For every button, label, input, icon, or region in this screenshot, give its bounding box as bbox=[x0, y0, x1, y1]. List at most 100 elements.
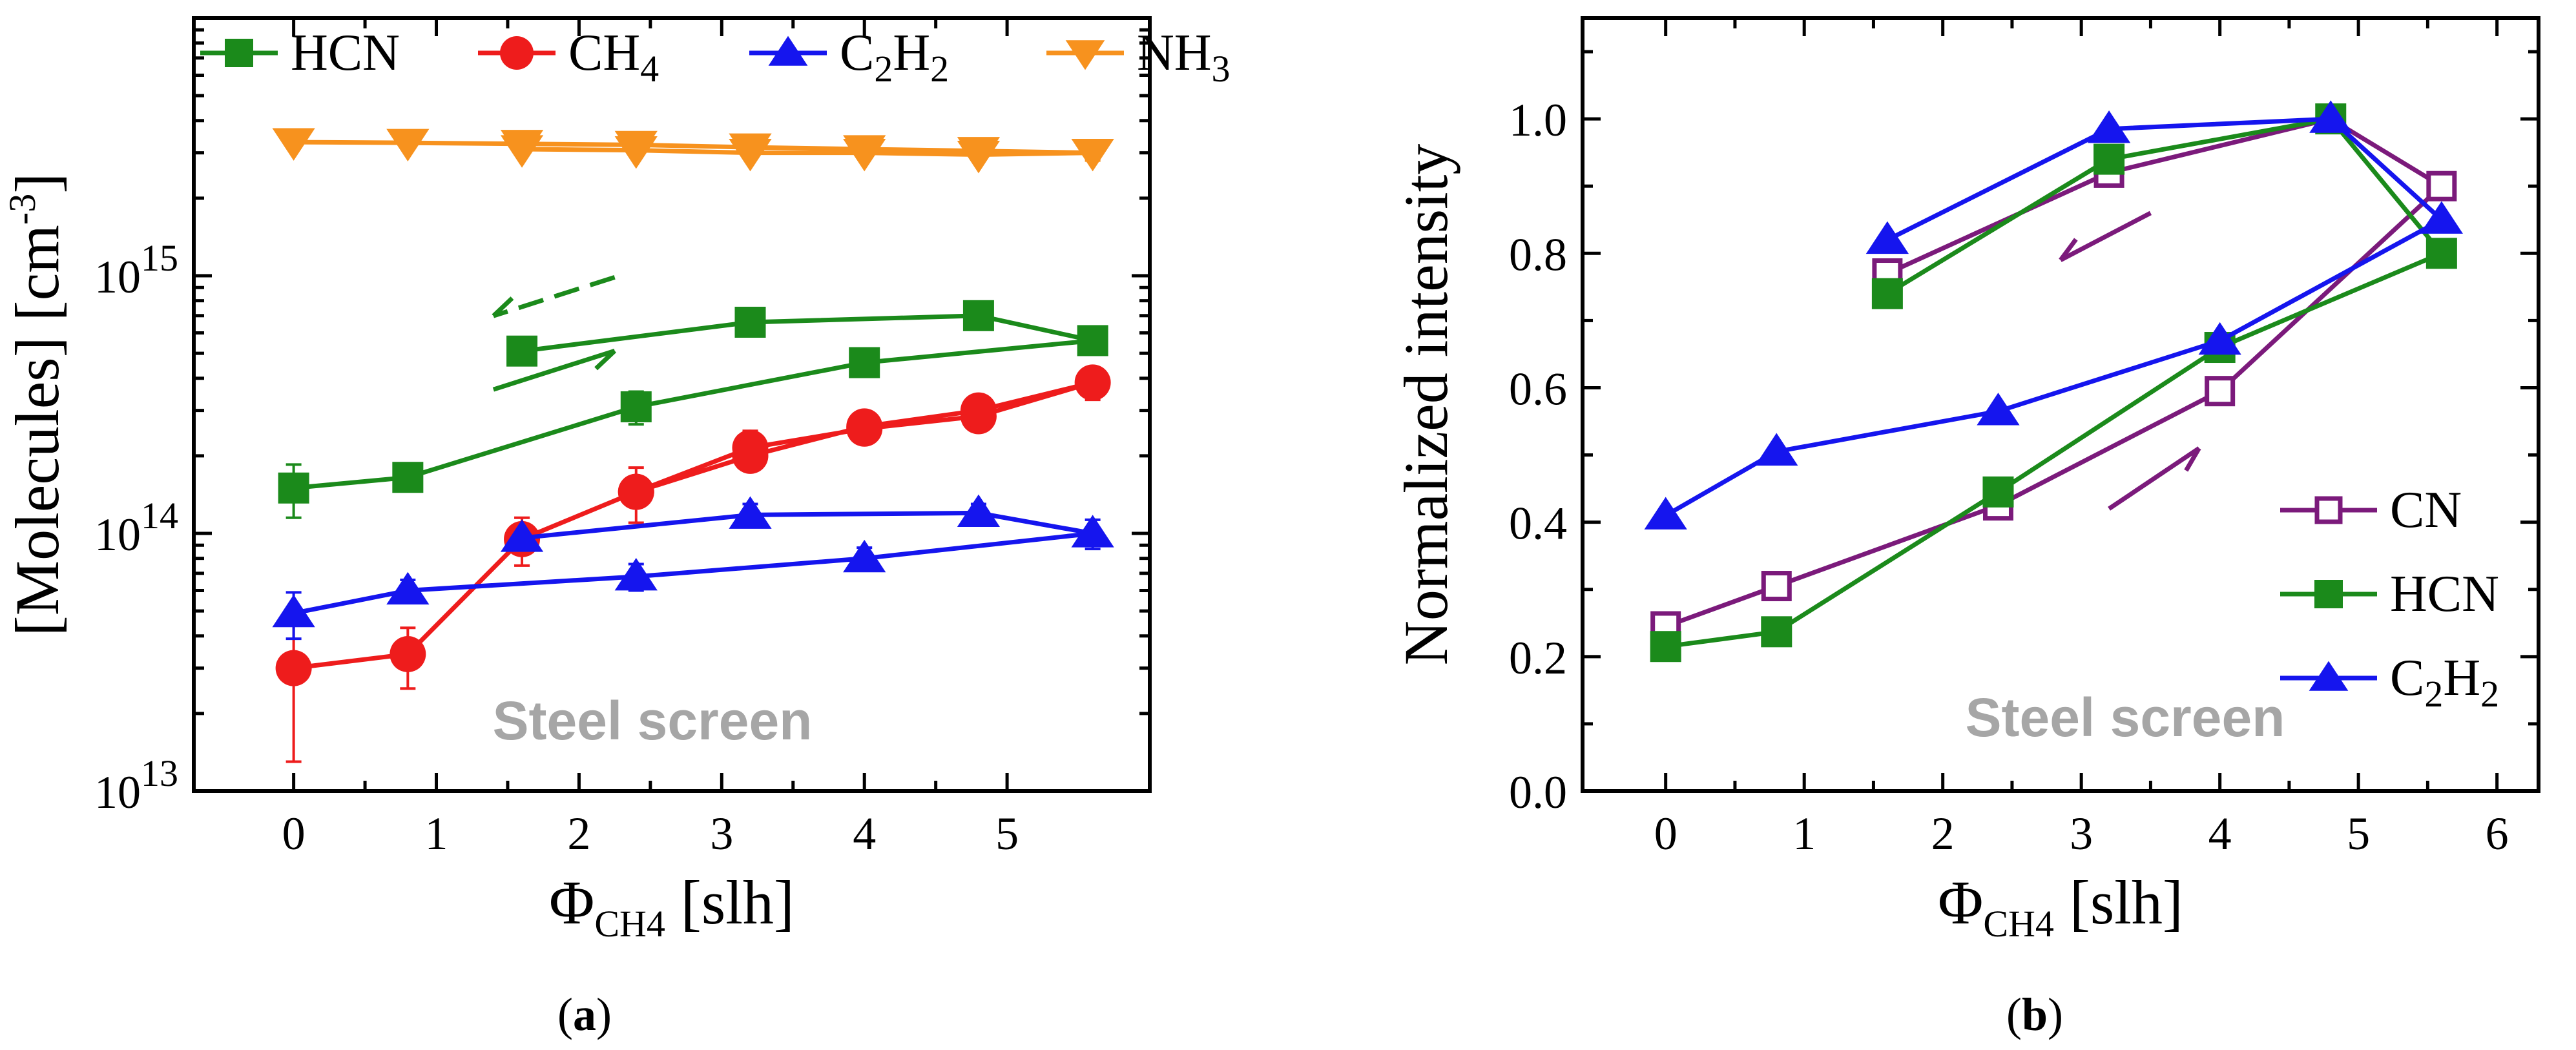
data-point bbox=[729, 496, 772, 529]
panel-caption: (b) bbox=[2006, 989, 2063, 1040]
x-tick-label: 6 bbox=[2486, 808, 2509, 860]
x-tick-label: 5 bbox=[995, 808, 1019, 860]
legend-marker bbox=[225, 39, 253, 67]
y-tick-base: 10 bbox=[94, 251, 141, 303]
data-point bbox=[732, 437, 769, 474]
data-point bbox=[1982, 476, 2014, 508]
data-point bbox=[390, 635, 426, 672]
x-axis-label-unit: [slh] bbox=[665, 868, 795, 937]
data-point bbox=[500, 135, 544, 168]
direction-arrow-head bbox=[2059, 238, 2078, 262]
plot-frame bbox=[192, 16, 1152, 793]
data-point bbox=[1761, 571, 1792, 602]
x-axis-label-main: Φ bbox=[1938, 868, 1983, 937]
legend-label: C2H2 bbox=[840, 25, 949, 90]
legend-subscript: 2 bbox=[874, 48, 893, 90]
y-tick-exponent: 15 bbox=[141, 237, 178, 279]
steel-screen-annotation: Steel screen bbox=[493, 690, 813, 751]
legend-subscript: 2 bbox=[930, 48, 949, 90]
y-tick-label: 1.0 bbox=[1509, 94, 1567, 146]
legend-subscript: 2 bbox=[2424, 673, 2443, 715]
data-point bbox=[386, 571, 430, 605]
y-tick-label: 0.0 bbox=[1509, 767, 1567, 818]
legend-text: C bbox=[840, 25, 874, 81]
legend-text: H bbox=[893, 25, 930, 81]
x-tick-label: 5 bbox=[2347, 808, 2370, 860]
x-axis-label-subscript: CH4 bbox=[594, 903, 665, 945]
series-0 bbox=[278, 300, 1108, 519]
legend-marker bbox=[1065, 40, 1105, 70]
data-point bbox=[392, 462, 424, 493]
legend-subscript: 4 bbox=[640, 48, 659, 90]
data-point bbox=[957, 140, 1001, 174]
x-axis-label-unit: [slh] bbox=[2054, 868, 2183, 937]
data-point bbox=[1650, 631, 1681, 663]
x-tick-label: 0 bbox=[282, 808, 306, 860]
data-point bbox=[614, 136, 658, 169]
direction-arrow-head bbox=[2184, 447, 2201, 472]
y-tick-exponent: 14 bbox=[141, 495, 178, 537]
legend-text: HCN bbox=[291, 25, 400, 81]
legend-marker bbox=[500, 36, 534, 70]
y-axis-label-main: Normalized intensity bbox=[1391, 144, 1460, 666]
data-point bbox=[1071, 515, 1114, 548]
caption-paren: ) bbox=[2048, 989, 2063, 1040]
legend-marker bbox=[2314, 496, 2343, 524]
data-point bbox=[2087, 110, 2131, 143]
data-point bbox=[618, 473, 654, 510]
legend-marker bbox=[2309, 661, 2349, 691]
y-axis-label-main: [Molecules] [cm bbox=[3, 225, 72, 636]
y-tick-label: 0.6 bbox=[1509, 363, 1567, 415]
legend-text: C bbox=[2390, 650, 2424, 706]
data-point bbox=[1755, 433, 1798, 466]
y-axis-label: [Molecules] [cm-3] bbox=[1, 173, 72, 636]
panel-caption: (a) bbox=[557, 989, 612, 1040]
data-point bbox=[506, 335, 538, 367]
y-tick-label: 1015 bbox=[94, 237, 178, 303]
data-point bbox=[729, 139, 772, 172]
legend-text: CN bbox=[2390, 482, 2462, 539]
legend-text: CH bbox=[568, 25, 640, 81]
legend-marker bbox=[2314, 580, 2343, 608]
x-axis-label-subscript: CH4 bbox=[1983, 903, 2054, 945]
series-line bbox=[1665, 116, 2444, 629]
data-point bbox=[2420, 201, 2463, 234]
direction-arrow bbox=[492, 348, 616, 392]
legend-label: NH3 bbox=[1137, 25, 1231, 90]
data-point bbox=[1977, 393, 2020, 426]
y-tick-base: 10 bbox=[94, 767, 141, 818]
data-point bbox=[1071, 139, 1114, 172]
data-point bbox=[2425, 238, 2457, 269]
legend-text: HCN bbox=[2390, 566, 2499, 623]
plot-frame bbox=[1581, 16, 2540, 793]
legend-label: CH4 bbox=[568, 25, 659, 90]
y-axis-label-superscript: -3 bbox=[1, 194, 43, 225]
data-point bbox=[272, 128, 315, 161]
y-axis-label-unit: ] bbox=[3, 173, 72, 194]
series-0 bbox=[1650, 103, 2457, 642]
chart-panel-b: 0 1 2 3 4 5 6 0.0 0.2 0.4 0.6 0.8 1.0 ΦCH4 [slh] Norma… bbox=[1391, 16, 2540, 1040]
data-point bbox=[272, 594, 315, 628]
series-2 bbox=[1644, 100, 2463, 530]
x-tick-label: 3 bbox=[710, 808, 733, 860]
x-tick-label: 4 bbox=[2208, 808, 2232, 860]
data-point bbox=[1871, 278, 1903, 309]
x-tick-label: 4 bbox=[853, 808, 876, 860]
data-point bbox=[849, 347, 880, 378]
data-point bbox=[1865, 221, 1909, 254]
data-point bbox=[278, 472, 309, 504]
caption-paren: ( bbox=[2006, 989, 2022, 1040]
y-tick-label: 1013 bbox=[94, 752, 178, 818]
data-point bbox=[2205, 376, 2236, 407]
series-3 bbox=[272, 128, 1114, 174]
x-tick-label: 2 bbox=[1931, 808, 1955, 860]
data-point bbox=[960, 392, 997, 429]
legend-subscript: 2 bbox=[2480, 673, 2499, 715]
steel-screen-annotation: Steel screen bbox=[1966, 687, 2285, 748]
series-line bbox=[293, 313, 1096, 491]
caption-letter: a bbox=[573, 989, 596, 1040]
x-axis-label-main: Φ bbox=[549, 868, 594, 937]
series-line bbox=[293, 510, 1096, 616]
legend-label: HCN bbox=[2390, 566, 2499, 623]
